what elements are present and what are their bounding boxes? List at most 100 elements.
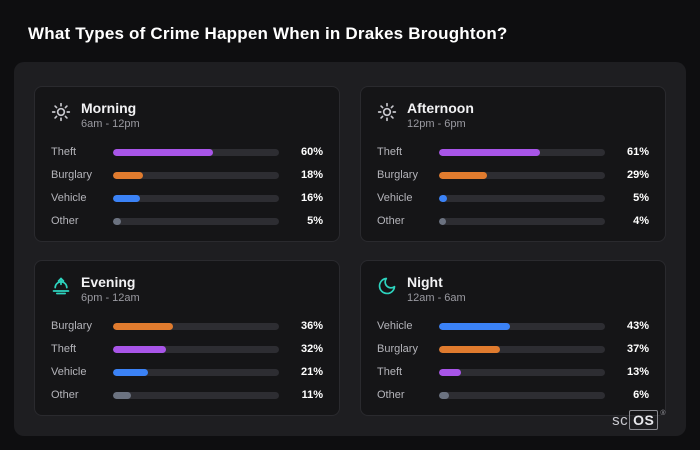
card-morning: Morning 6am - 12pm Theft 60% Burglary 18… xyxy=(34,86,340,242)
bar-track xyxy=(113,322,279,330)
crime-label: Vehicle xyxy=(377,192,413,204)
crime-pct: 36% xyxy=(300,320,323,332)
crime-times-panel: Morning 6am - 12pm Theft 60% Burglary 18… xyxy=(14,62,686,436)
bar-track xyxy=(439,345,605,353)
crime-pct: 43% xyxy=(626,320,649,332)
bar-fill xyxy=(113,148,213,156)
crime-row: Theft 61% xyxy=(377,146,649,158)
bar-fill xyxy=(113,368,148,376)
crime-rows: Theft 61% Burglary 29% Vehicle 5% Other … xyxy=(377,146,649,227)
bar-fill xyxy=(439,148,541,156)
crime-rows: Burglary 36% Theft 32% Vehicle 21% Other… xyxy=(51,320,323,401)
crime-row: Burglary 37% xyxy=(377,343,649,355)
card-subtitle: 12pm - 6pm xyxy=(407,118,466,130)
crime-pct: 4% xyxy=(633,215,649,227)
crime-row: Other 11% xyxy=(51,389,323,401)
crime-label: Burglary xyxy=(377,169,418,181)
moon-icon xyxy=(377,276,397,296)
sun-icon xyxy=(51,102,71,122)
bar-fill xyxy=(439,345,501,353)
bar-track xyxy=(439,322,605,330)
card-evening-header: Evening 6pm - 12am xyxy=(51,274,323,304)
bar-fill xyxy=(439,391,449,399)
crime-row: Vehicle 16% xyxy=(51,192,323,204)
crime-row: Other 5% xyxy=(51,215,323,227)
crime-pct: 21% xyxy=(300,366,323,378)
crime-row: Vehicle 43% xyxy=(377,320,649,332)
card-subtitle: 6am - 12pm xyxy=(81,118,140,130)
bar-fill xyxy=(439,217,446,225)
card-title: Morning xyxy=(81,100,137,116)
crime-label: Theft xyxy=(51,146,77,158)
crime-label: Theft xyxy=(377,146,403,158)
sunset-icon xyxy=(51,276,71,296)
card-afternoon-header: Afternoon 12pm - 6pm xyxy=(377,100,649,130)
brand-suffix: OS xyxy=(629,410,659,430)
crime-pct: 6% xyxy=(633,389,649,401)
crime-pct: 13% xyxy=(626,366,649,378)
bar-track xyxy=(113,171,279,179)
crime-pct: 60% xyxy=(300,146,323,158)
card-subtitle: 12am - 6am xyxy=(407,292,466,304)
bar-fill xyxy=(113,391,132,399)
bar-fill xyxy=(439,194,448,202)
bar-track xyxy=(439,171,605,179)
crime-pct: 16% xyxy=(300,192,323,204)
crime-label: Vehicle xyxy=(51,192,87,204)
bar-track xyxy=(113,345,279,353)
crime-row: Vehicle 21% xyxy=(51,366,323,378)
crime-label: Vehicle xyxy=(51,366,87,378)
crime-row: Other 6% xyxy=(377,389,649,401)
bar-fill xyxy=(439,322,511,330)
bar-track xyxy=(439,217,605,225)
sun-icon xyxy=(377,102,397,122)
bar-track xyxy=(439,148,605,156)
card-morning-header: Morning 6am - 12pm xyxy=(51,100,323,130)
card-title: Afternoon xyxy=(407,100,474,116)
bar-fill xyxy=(439,368,461,376)
bar-fill xyxy=(113,171,143,179)
card-afternoon: Afternoon 12pm - 6pm Theft 61% Burglary … xyxy=(360,86,666,242)
bar-track xyxy=(113,368,279,376)
crime-row: Vehicle 5% xyxy=(377,192,649,204)
crime-row: Theft 60% xyxy=(51,146,323,158)
bar-track xyxy=(439,368,605,376)
bar-fill xyxy=(113,217,122,225)
registered-mark: ® xyxy=(660,410,666,417)
crime-label: Theft xyxy=(51,343,77,355)
bar-track xyxy=(113,217,279,225)
crime-pct: 29% xyxy=(626,169,649,181)
crime-pct: 32% xyxy=(300,343,323,355)
bar-track xyxy=(439,391,605,399)
crime-label: Other xyxy=(51,215,79,227)
crime-label: Burglary xyxy=(51,320,92,332)
card-subtitle: 6pm - 12am xyxy=(81,292,140,304)
crime-row: Burglary 18% xyxy=(51,169,323,181)
bar-track xyxy=(113,148,279,156)
crime-row: Other 4% xyxy=(377,215,649,227)
bar-track xyxy=(113,194,279,202)
bar-fill xyxy=(113,322,173,330)
crime-label: Other xyxy=(377,215,405,227)
bar-fill xyxy=(439,171,488,179)
brand-prefix: sc xyxy=(612,411,629,429)
crime-label: Other xyxy=(377,389,405,401)
page-title: What Types of Crime Happen When in Drake… xyxy=(28,24,508,43)
crime-pct: 18% xyxy=(300,169,323,181)
crime-label: Theft xyxy=(377,366,403,378)
crime-label: Burglary xyxy=(377,343,418,355)
bar-fill xyxy=(113,194,140,202)
crime-row: Theft 32% xyxy=(51,343,323,355)
crime-pct: 61% xyxy=(626,146,649,158)
bar-track xyxy=(113,391,279,399)
bar-fill xyxy=(113,345,167,353)
card-night-header: Night 12am - 6am xyxy=(377,274,649,304)
card-night: Night 12am - 6am Vehicle 43% Burglary 37… xyxy=(360,260,666,416)
bar-track xyxy=(439,194,605,202)
crime-rows: Vehicle 43% Burglary 37% Theft 13% Other… xyxy=(377,320,649,401)
card-title: Evening xyxy=(81,274,136,290)
crime-label: Other xyxy=(51,389,79,401)
card-title: Night xyxy=(407,274,443,290)
crime-row: Burglary 36% xyxy=(51,320,323,332)
crime-pct: 11% xyxy=(301,389,323,401)
